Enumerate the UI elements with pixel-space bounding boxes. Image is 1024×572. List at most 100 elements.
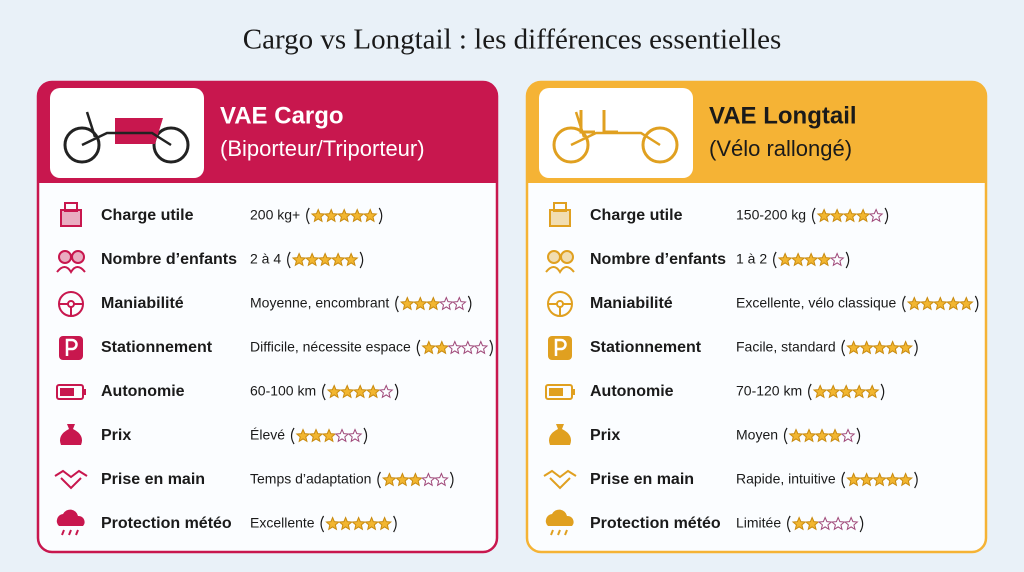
star-empty: [420, 472, 436, 487]
star-filled: [851, 384, 867, 399]
star-rating: [812, 384, 880, 399]
paren: [773, 251, 777, 269]
star-rating: [906, 296, 974, 311]
row-detail: Excellente: [250, 515, 315, 531]
row-detail: 1 à 2: [736, 251, 767, 267]
star-empty: [830, 516, 846, 531]
star-filled: [885, 472, 901, 487]
star-rating: [846, 472, 914, 487]
star-filled: [906, 296, 922, 311]
star-rating: [788, 428, 856, 443]
star-filled: [336, 208, 352, 223]
star-filled: [872, 472, 888, 487]
row-detail: Excellente, vélo classique: [736, 295, 897, 311]
row-detail: Moyen: [736, 427, 778, 443]
icon: [60, 388, 74, 396]
row-label: Nombre d’enfants: [101, 251, 237, 268]
star-filled: [349, 208, 365, 223]
paren: [845, 251, 850, 269]
star-filled: [777, 252, 793, 267]
row-detail: Difficile, nécessite espace: [250, 339, 411, 355]
row-detail: 150-200 kg: [736, 207, 806, 223]
star-filled: [399, 296, 415, 311]
row-detail: Moyenne, encombrant: [250, 295, 389, 311]
star-filled: [859, 472, 875, 487]
icon: [58, 250, 72, 264]
paren: [393, 515, 397, 533]
star-filled: [864, 384, 880, 399]
star-filled: [308, 428, 324, 443]
icon: [547, 250, 561, 264]
star-filled: [421, 340, 437, 355]
page-title: Cargo vs Longtail : les différences esse…: [243, 24, 782, 56]
star-filled: [323, 208, 339, 223]
star-filled: [365, 384, 381, 399]
icon: [550, 529, 568, 536]
star-filled: [317, 252, 333, 267]
panel-subtitle: (Biporteur/Triporteur): [220, 136, 425, 161]
star-filled: [825, 384, 841, 399]
star-empty: [817, 516, 833, 531]
star-filled: [412, 296, 428, 311]
star-rating: [846, 340, 914, 355]
row-detail: Rapide, intuitive: [736, 471, 836, 487]
star-filled: [801, 428, 817, 443]
row-label: Charge utile: [590, 207, 683, 224]
star-filled: [898, 340, 914, 355]
icon: [64, 202, 78, 212]
row-detail: 60-100 km: [250, 383, 316, 399]
panel: VAE Longtail (Vélo rallongé) Charge utile 1…: [525, 80, 988, 554]
icon: [549, 388, 563, 396]
star-filled: [812, 384, 828, 399]
row-detail: 200 kg+: [250, 207, 300, 223]
star-filled: [846, 472, 862, 487]
panel-title: VAE Longtail: [709, 102, 857, 129]
icon: [572, 389, 575, 395]
icon: [60, 209, 82, 227]
star-empty: [829, 252, 845, 267]
icon: [59, 303, 83, 316]
icon: [71, 250, 85, 264]
paren: [880, 383, 885, 401]
wheel: [63, 126, 101, 164]
row-label: Prix: [101, 427, 131, 444]
star-empty: [438, 296, 454, 311]
star-rating: [791, 516, 859, 531]
icon: [553, 202, 567, 212]
paren: [306, 207, 310, 225]
star-rating: [421, 340, 489, 355]
star-filled: [325, 516, 341, 531]
star-rating: [816, 208, 884, 223]
paren: [377, 471, 381, 489]
row-label: Protection météo: [101, 515, 232, 532]
paren: [359, 251, 364, 269]
star-filled: [352, 384, 368, 399]
star-filled: [326, 384, 342, 399]
star-filled: [803, 252, 819, 267]
star-filled: [790, 252, 806, 267]
paren: [467, 295, 472, 313]
star-empty: [840, 428, 856, 443]
icon: [65, 338, 78, 356]
paren: [322, 383, 326, 401]
star-rating: [310, 208, 378, 223]
paren: [783, 427, 788, 445]
icon: [60, 424, 82, 445]
star-filled: [295, 428, 311, 443]
icon: [83, 389, 86, 395]
icon: [545, 266, 575, 274]
star-empty: [334, 428, 350, 443]
star-filled: [321, 428, 337, 443]
star-filled: [407, 472, 423, 487]
row-label: Nombre d’enfants: [590, 251, 726, 268]
row-detail: Temps d’adaptation: [250, 471, 371, 487]
star-filled: [339, 384, 355, 399]
star-rating: [325, 516, 393, 531]
star-empty: [843, 516, 859, 531]
star-empty: [451, 296, 467, 311]
star-filled: [816, 208, 832, 223]
star-filled: [872, 340, 888, 355]
icon: [543, 469, 577, 490]
row-label: Charge utile: [101, 207, 194, 224]
